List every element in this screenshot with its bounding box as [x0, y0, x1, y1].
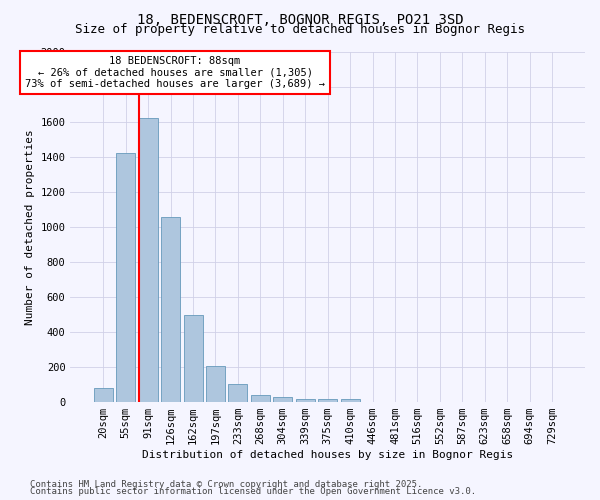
Bar [296, 398, 315, 402]
Bar [273, 397, 292, 402]
Bar [161, 217, 180, 402]
Bar [229, 384, 247, 402]
X-axis label: Distribution of detached houses by size in Bognor Regis: Distribution of detached houses by size … [142, 450, 514, 460]
Bar [341, 398, 359, 402]
Text: 18 BEDENSCROFT: 88sqm
← 26% of detached houses are smaller (1,305)
73% of semi-d: 18 BEDENSCROFT: 88sqm ← 26% of detached … [25, 56, 325, 89]
Y-axis label: Number of detached properties: Number of detached properties [25, 129, 35, 324]
Bar [318, 398, 337, 402]
Bar [184, 316, 203, 402]
Text: Size of property relative to detached houses in Bognor Regis: Size of property relative to detached ho… [75, 22, 525, 36]
Text: Contains HM Land Registry data © Crown copyright and database right 2025.: Contains HM Land Registry data © Crown c… [30, 480, 422, 489]
Bar [251, 395, 270, 402]
Bar [116, 153, 135, 402]
Bar [206, 366, 225, 402]
Text: Contains public sector information licensed under the Open Government Licence v3: Contains public sector information licen… [30, 487, 476, 496]
Bar [139, 118, 158, 402]
Text: 18, BEDENSCROFT, BOGNOR REGIS, PO21 3SD: 18, BEDENSCROFT, BOGNOR REGIS, PO21 3SD [137, 12, 463, 26]
Bar [94, 388, 113, 402]
